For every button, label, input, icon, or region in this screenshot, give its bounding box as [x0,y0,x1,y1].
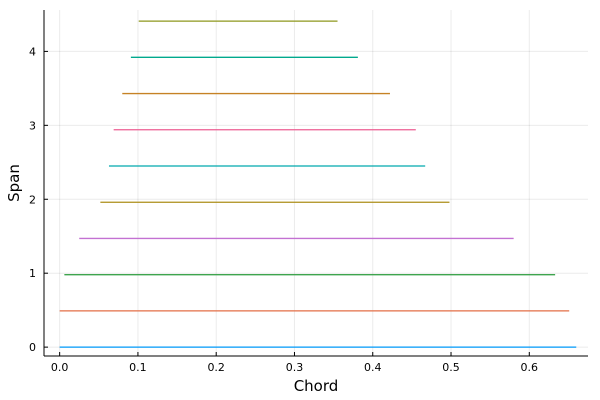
tick-layer: 0.0 0.1 0.2 0.3 0.4 0.5 0.6 0 1 2 3 4 [29,45,538,374]
x-tick-label: 0.1 [129,361,147,374]
x-tick-label: 0.4 [364,361,382,374]
x-axis-title: Chord [294,377,339,395]
y-tick-label: 4 [29,45,36,58]
series-layer [59,20,577,348]
y-tick-label: 0 [29,341,36,354]
x-tick-label: 0.6 [521,361,539,374]
x-tick-label: 0.5 [442,361,460,374]
x-tick-label: 0.0 [51,361,69,374]
y-tick-label: 2 [29,193,36,206]
y-tick-label: 3 [29,119,36,132]
grid-layer [44,10,588,356]
y-tick-label: 1 [29,267,36,280]
y-axis-title: Span [5,164,23,202]
axis-layer [43,10,588,357]
x-tick-label: 0.2 [207,361,225,374]
x-tick-label: 0.3 [286,361,304,374]
